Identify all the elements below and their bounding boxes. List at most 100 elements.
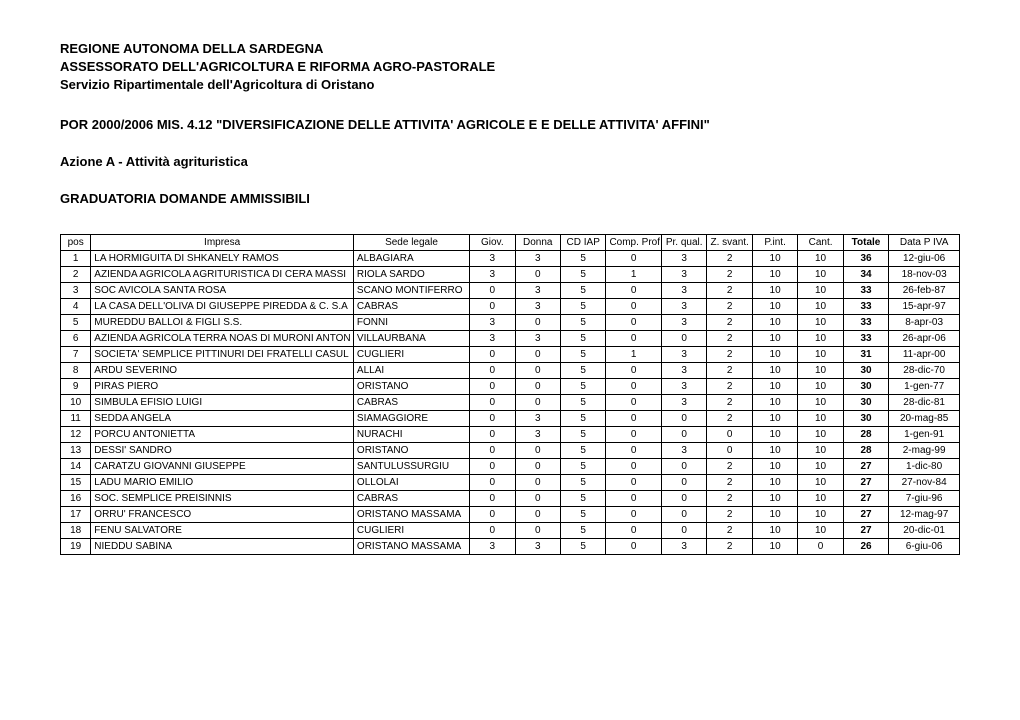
table-cell: 14 (61, 458, 91, 474)
table-cell: 26-apr-06 (889, 330, 960, 346)
table-cell: 0 (661, 458, 706, 474)
table-row: 17ORRU' FRANCESCOORISTANO MASSAMA0050021… (61, 506, 960, 522)
table-cell: 31 (843, 346, 888, 362)
table-cell: 3 (661, 314, 706, 330)
table-cell: 28 (843, 426, 888, 442)
table-cell: SOC. SEMPLICE PREISINNIS (91, 490, 354, 506)
table-cell: 10 (752, 314, 797, 330)
table-cell: LADU MARIO EMILIO (91, 474, 354, 490)
table-cell: 17 (61, 506, 91, 522)
table-cell: AZIENDA AGRICOLA AGRITURISTICA DI CERA M… (91, 266, 354, 282)
table-cell: 7 (61, 346, 91, 362)
table-cell: 18 (61, 522, 91, 538)
table-cell: 2 (707, 394, 752, 410)
table-cell: 0 (515, 442, 560, 458)
table-cell: NURACHI (353, 426, 469, 442)
table-cell: 0 (661, 506, 706, 522)
table-cell: 33 (843, 330, 888, 346)
table-cell: 0 (470, 426, 515, 442)
table-cell: 10 (752, 298, 797, 314)
table-cell: 2 (707, 474, 752, 490)
table-cell: 10 (798, 298, 843, 314)
table-cell: 1 (61, 250, 91, 266)
table-cell: 3 (661, 346, 706, 362)
table-cell: 10 (798, 362, 843, 378)
table-cell: 10 (752, 250, 797, 266)
table-cell: 2 (707, 314, 752, 330)
col-cant: Cant. (798, 234, 843, 250)
table-cell: 13 (61, 442, 91, 458)
table-cell: LA HORMIGUITA DI SHKANELY RAMOS (91, 250, 354, 266)
table-header-row: pos Impresa Sede legale Giov. Donna CD I… (61, 234, 960, 250)
table-cell: 5 (560, 410, 605, 426)
table-row: 3SOC AVICOLA SANTA ROSASCANO MONTIFERRO0… (61, 282, 960, 298)
table-cell: 12-giu-06 (889, 250, 960, 266)
col-giov: Giov. (470, 234, 515, 250)
table-cell: 12-mag-97 (889, 506, 960, 522)
table-cell: 10 (752, 346, 797, 362)
table-cell: ALLAI (353, 362, 469, 378)
table-cell: 5 (560, 298, 605, 314)
table-cell: 1 (606, 346, 662, 362)
table-cell: 0 (470, 458, 515, 474)
table-cell: 10 (752, 522, 797, 538)
col-cdiap: CD IAP (560, 234, 605, 250)
table-cell: 1 (606, 266, 662, 282)
table-cell: 0 (515, 266, 560, 282)
table-cell: 1-gen-91 (889, 426, 960, 442)
table-cell: SIMBULA EFISIO LUIGI (91, 394, 354, 410)
table-cell: 5 (560, 362, 605, 378)
table-cell: 0 (606, 282, 662, 298)
table-cell: 33 (843, 314, 888, 330)
table-row: 10SIMBULA EFISIO LUIGICABRAS005032101030… (61, 394, 960, 410)
ranking-table: pos Impresa Sede legale Giov. Donna CD I… (60, 234, 960, 555)
table-cell: 0 (606, 426, 662, 442)
table-cell: 5 (560, 378, 605, 394)
table-cell: 0 (515, 490, 560, 506)
table-cell: 27-nov-84 (889, 474, 960, 490)
table-cell: 2 (707, 458, 752, 474)
table-cell: 10 (752, 394, 797, 410)
table-cell: 2 (707, 506, 752, 522)
table-cell: PIRAS PIERO (91, 378, 354, 394)
table-cell: 5 (560, 250, 605, 266)
table-cell: 0 (606, 490, 662, 506)
table-cell: 10 (798, 410, 843, 426)
table-cell: 30 (843, 410, 888, 426)
table-cell: 10 (752, 410, 797, 426)
table-cell: 0 (606, 506, 662, 522)
table-cell: 3 (470, 250, 515, 266)
table-cell: 27 (843, 458, 888, 474)
table-cell: 10 (752, 362, 797, 378)
table-cell: 0 (661, 410, 706, 426)
table-cell: 10 (752, 474, 797, 490)
table-cell: 10 (798, 250, 843, 266)
table-cell: 2 (707, 282, 752, 298)
table-cell: 0 (707, 442, 752, 458)
action-title: Azione A - Attività agrituristica (60, 154, 960, 169)
table-cell: 3 (661, 442, 706, 458)
table-cell: 0 (798, 538, 843, 554)
table-cell: 5 (61, 314, 91, 330)
table-cell: 5 (560, 346, 605, 362)
col-date: Data P IVA (889, 234, 960, 250)
col-pos: pos (61, 234, 91, 250)
table-cell: 5 (560, 538, 605, 554)
table-cell: 0 (515, 362, 560, 378)
table-cell: 3 (470, 538, 515, 554)
table-cell: 28-dic-81 (889, 394, 960, 410)
col-imp: Impresa (91, 234, 354, 250)
table-cell: 0 (470, 490, 515, 506)
table-cell: FONNI (353, 314, 469, 330)
col-pint: P.int. (752, 234, 797, 250)
table-cell: 5 (560, 330, 605, 346)
table-cell: 0 (606, 458, 662, 474)
header-line-2: ASSESSORATO DELL'AGRICOLTURA E RIFORMA A… (60, 58, 960, 76)
table-cell: 10 (798, 426, 843, 442)
table-cell: 11-apr-00 (889, 346, 960, 362)
table-cell: 3 (661, 250, 706, 266)
program-title: POR 2000/2006 MIS. 4.12 "DIVERSIFICAZION… (60, 117, 960, 132)
table-cell: 0 (606, 378, 662, 394)
table-cell: 34 (843, 266, 888, 282)
table-cell: 0 (606, 250, 662, 266)
